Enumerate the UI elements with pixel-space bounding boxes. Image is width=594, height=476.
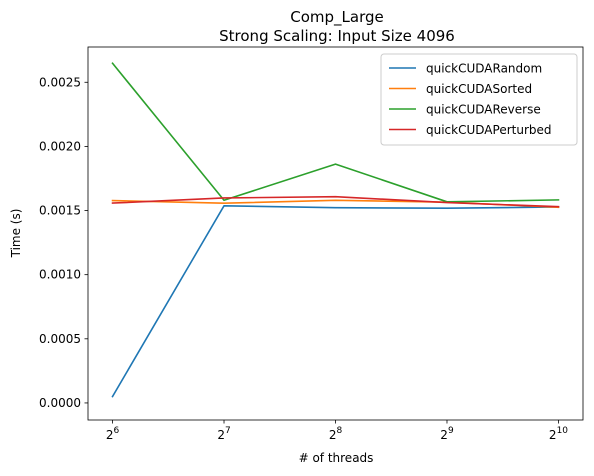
y-tick-label: 0.0005: [39, 332, 81, 346]
y-tick-label: 0.0000: [39, 396, 81, 410]
x-tick-exponent: 10: [557, 426, 569, 436]
x-tick-label: 29: [440, 426, 454, 442]
x-tick-base: 2: [106, 428, 114, 442]
x-tick-label: 210: [549, 426, 568, 442]
legend-box: [380, 53, 578, 146]
y-tick-label: 0.0010: [39, 268, 81, 282]
chart-title-line1: Comp_Large: [290, 8, 384, 27]
series-line-3: [111, 195, 560, 208]
legend: quickCUDARandom quickCUDASorted quickCUDAR…: [380, 53, 578, 146]
chart-title-line2: Strong Scaling: Input Size 4096: [219, 27, 455, 45]
legend-label: quickCUDAReverse: [426, 103, 541, 117]
x-tick-exponent: 9: [448, 426, 454, 436]
x-tick-exponent: 7: [225, 426, 231, 436]
legend-label: quickCUDASorted: [426, 82, 532, 96]
y-tick-label: 0.0025: [39, 75, 81, 89]
x-tick-exponent: 8: [336, 426, 342, 436]
x-axis-label: # of threads: [299, 451, 374, 465]
plot-frame: [87, 46, 584, 421]
x-tick-base: 2: [549, 428, 557, 442]
y-axis-label: Time (s): [9, 209, 23, 259]
x-tick-base: 2: [217, 428, 225, 442]
legend-label: quickCUDARandom: [426, 62, 542, 76]
x-tick-base: 2: [329, 428, 337, 442]
x-tick-label: 26: [106, 426, 120, 442]
series-line-2: [111, 62, 560, 203]
legend-label: quickCUDAPerturbed: [426, 123, 552, 137]
series-line-0: [111, 204, 560, 398]
y-tick-label: 0.0020: [39, 139, 81, 153]
y-tick-label: 0.0015: [39, 204, 81, 218]
x-tick-label: 28: [329, 426, 343, 442]
x-tick-exponent: 6: [113, 426, 119, 436]
x-tick-base: 2: [440, 428, 448, 442]
x-tick-label: 27: [217, 426, 230, 442]
